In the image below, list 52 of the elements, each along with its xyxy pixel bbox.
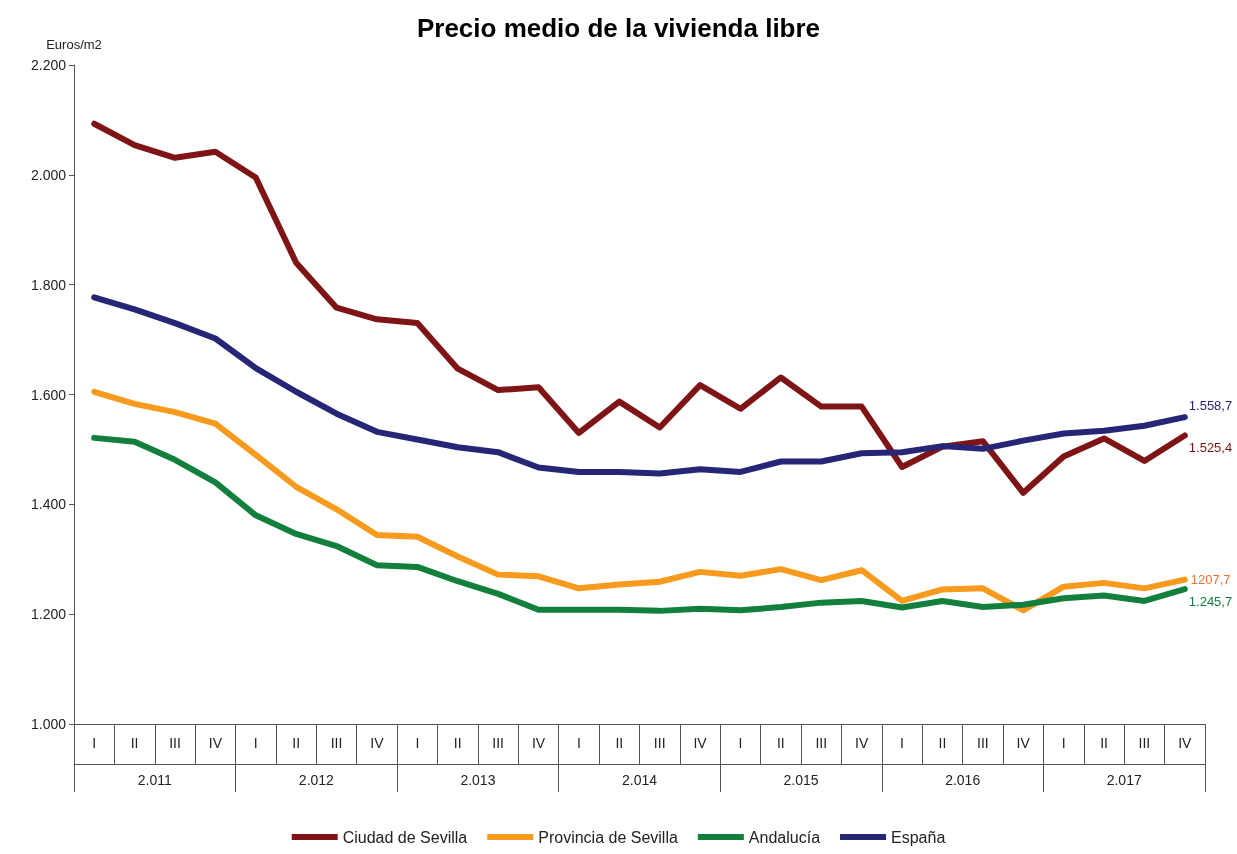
y-tick-label: 1.000: [30, 716, 67, 732]
x-tick-label: II: [453, 735, 462, 751]
x-tick-label: IV: [370, 735, 385, 751]
y-tick-label: 2.200: [30, 57, 67, 73]
x-tick-label: IV: [1178, 735, 1193, 751]
y-tick-label: 1.400: [30, 496, 67, 513]
legend-label: Provincia de Sevilla: [538, 828, 678, 846]
y-axis-title: Euros/m2: [46, 37, 102, 52]
x-tick-label: III: [492, 735, 504, 751]
annotation: 1207,7: [1190, 572, 1231, 588]
y-tick-label: 1.800: [30, 276, 67, 293]
x-tick-label: IV: [1016, 735, 1031, 751]
legend-label: Ciudad de Sevilla: [342, 828, 468, 846]
x-tick-label: II: [776, 735, 785, 751]
text: 2.017: [1106, 772, 1142, 788]
x-tick-label: II: [292, 735, 301, 751]
x-tick-label: III: [1138, 735, 1151, 751]
data-label: 1.558,7: [1188, 397, 1233, 413]
x-tick-label: II: [1100, 735, 1108, 751]
text: 2.011: [137, 772, 172, 788]
text: 2.015: [783, 772, 819, 788]
text: 2.016: [945, 772, 981, 788]
x-tick-label: I: [576, 735, 581, 751]
x-tick-label: III: [815, 735, 828, 751]
x-tick-label: IV: [531, 735, 546, 751]
x-tick-label: I: [738, 735, 743, 751]
x-tick-label: III: [977, 735, 989, 751]
y-tick-label: 1.600: [30, 386, 67, 403]
text: 2.014: [621, 772, 658, 788]
x-tick-label: IV: [855, 735, 869, 751]
x-tick-label: III: [330, 735, 343, 751]
x-tick-label: I: [1061, 735, 1066, 751]
y-tick-label: 2.000: [30, 166, 67, 183]
legend-label: España: [891, 828, 946, 846]
data-label: 1.245,7: [1188, 593, 1233, 609]
y-tick-label: 1.200: [30, 606, 67, 623]
x-tick-label: IV: [208, 735, 223, 751]
x-tick-label: IV: [693, 735, 708, 751]
chart-title: Precio medio de la vivienda libre: [416, 13, 821, 43]
x-tick-label: III: [169, 735, 181, 751]
x-tick-label: III: [653, 735, 666, 751]
x-tick-label: I: [900, 735, 904, 751]
x-tick-label: I: [253, 735, 258, 751]
text: 2.012: [298, 772, 335, 788]
x-tick-label: I: [92, 735, 97, 751]
x-tick-label: II: [130, 735, 139, 751]
data-label: 1.525,4: [1188, 439, 1233, 455]
text: 2.013: [460, 772, 496, 788]
x-tick-label: II: [938, 735, 947, 751]
x-tick-label: II: [615, 735, 624, 751]
legend-label: Andalucía: [748, 828, 821, 846]
x-tick-label: I: [415, 735, 420, 751]
